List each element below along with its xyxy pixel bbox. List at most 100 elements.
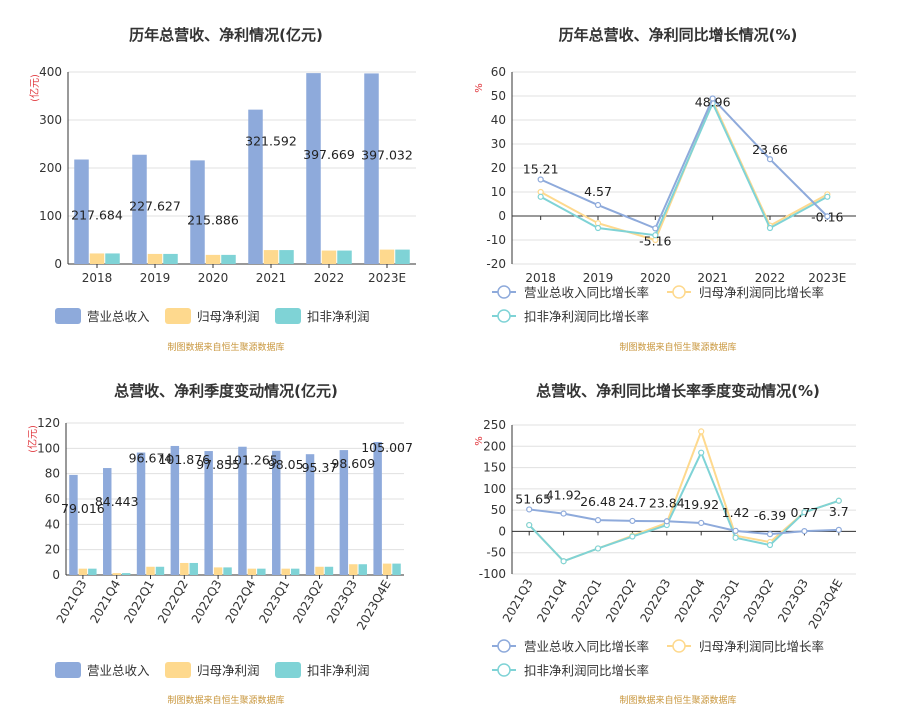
point-扣非净利润同比增长率 xyxy=(526,521,533,529)
point-扣非净利润同比增长率 xyxy=(732,534,739,541)
bar-扣非净利润 xyxy=(279,250,294,264)
bar-营业总收入 xyxy=(305,454,315,575)
point-营业总收入同比增长率 xyxy=(537,176,544,183)
x-tick-label: 2022Q4 xyxy=(223,578,259,626)
bar-扣非净利润 xyxy=(324,566,334,575)
legend-marker xyxy=(672,285,686,299)
x-tick-label: 2023Q1 xyxy=(256,578,292,626)
y-tick-label: 150 xyxy=(483,461,506,475)
legend-label: 营业总收入 xyxy=(87,309,150,324)
bar-归母净利润 xyxy=(180,562,189,575)
annual-revenue-profit-panel: 历年总营收、净利情况(亿元) 0 100 200 300 400 (亿元) 2018 2019… xyxy=(0,0,452,360)
data-label: 97.855 xyxy=(196,457,240,472)
bar-归母净利润 xyxy=(263,250,279,264)
bar-营业总收入 xyxy=(190,160,205,264)
line-扣非净利润同比增长率 xyxy=(540,100,828,237)
unit-label: (亿元) xyxy=(28,74,41,102)
y-tick-label: 50 xyxy=(491,503,506,517)
y-tick-label: -10 xyxy=(486,233,506,247)
data-label: 217.684 xyxy=(71,208,123,223)
bar-归母净利润 xyxy=(379,249,395,264)
data-label: 96.674 xyxy=(129,451,173,466)
bar-归母净利润 xyxy=(147,253,163,264)
data-label: 24.7 xyxy=(618,495,646,510)
chart-title: 历年总营收、净利情况(亿元) xyxy=(129,26,323,44)
bar-扣非净利润 xyxy=(257,568,266,575)
legend-marker xyxy=(497,663,511,677)
x-tick-label: 2022 xyxy=(314,271,345,285)
data-label: 215.886 xyxy=(187,212,239,227)
point-营业总收入同比增长率 xyxy=(560,510,567,517)
point-营业总收入同比增长率 xyxy=(801,528,808,535)
bar-扣非净利润 xyxy=(163,253,178,264)
point-扣非净利润同比增长率 xyxy=(766,541,774,549)
bar-扣非净利润 xyxy=(105,253,120,264)
point-扣非净利润同比增长率 xyxy=(698,449,705,456)
bar-扣非净利润 xyxy=(395,249,410,264)
legend-marker xyxy=(497,639,511,653)
point-营业总收入同比增长率 xyxy=(594,517,602,524)
y-tick-label: 40 xyxy=(491,113,506,127)
point-扣非净利润同比增长率 xyxy=(594,545,602,552)
data-label: 397.032 xyxy=(361,147,413,162)
data-label: 321.592 xyxy=(245,134,297,149)
y-tick-label: 100 xyxy=(39,209,62,223)
source-note: 制图数据来自恒生聚源数据库 xyxy=(619,343,737,353)
data-label: 3.7 xyxy=(829,504,849,519)
legend-label: 扣非净利润同比增长率 xyxy=(524,663,649,678)
point-营业总收入同比增长率 xyxy=(835,526,842,533)
bar-营业总收入 xyxy=(306,73,321,264)
legend-marker xyxy=(497,309,511,323)
legend-label: 归母净利润 xyxy=(197,309,260,324)
legend-swatch xyxy=(55,308,81,324)
data-label: 4.57 xyxy=(584,184,612,199)
bar-扣非净利润 xyxy=(358,564,367,575)
x-tick-label: 2022Q4 xyxy=(672,577,708,625)
y-tick-label: 0 xyxy=(498,209,506,223)
annual-growth-chart: -20 -10 0 10 20 30 40 50 60% 2018 2019 2020 2021 2022… xyxy=(474,65,856,324)
x-tick-label: 2020 xyxy=(198,271,229,285)
legend-marker xyxy=(672,639,686,653)
data-label: 101.876 xyxy=(158,452,210,467)
point-营业总收入同比增长率 xyxy=(766,531,774,538)
bar-归母净利润 xyxy=(112,573,121,575)
data-label: 41.92 xyxy=(546,488,582,503)
data-label: 23.66 xyxy=(752,142,788,157)
bar-扣非净利润 xyxy=(392,563,401,575)
legend-swatch xyxy=(165,308,191,324)
bar-归母净利润 xyxy=(315,566,324,575)
quarterly-revenue-profit-chart: 020406080100120(亿元)2021Q32021Q42022Q1202… xyxy=(26,416,413,678)
data-label: 23.84 xyxy=(649,495,685,510)
point-扣非净利润同比增长率 xyxy=(652,232,659,239)
point-扣非净利润同比增长率 xyxy=(766,224,774,232)
data-label: 51.65 xyxy=(515,491,551,506)
point-归母净利润同比增长率 xyxy=(698,428,705,435)
annual-growth-panel: 历年总营收、净利同比增长情况(%) -20 -10 0 10 20 30 40 50 60% 20… xyxy=(452,0,904,360)
bar-营业总收入 xyxy=(136,452,146,575)
y-tick-label: 80 xyxy=(45,467,60,481)
y-tick-label: 20 xyxy=(491,161,506,175)
bar-扣非净利润 xyxy=(155,566,165,575)
y-tick-label: 60 xyxy=(491,65,506,79)
x-tick-label: 2018 xyxy=(82,271,113,285)
point-营业总收入同比增长率 xyxy=(594,201,602,209)
bar-归母净利润 xyxy=(89,253,105,264)
y-tick-label: 120 xyxy=(37,416,60,430)
line-营业总收入同比增长率 xyxy=(540,96,829,230)
point-营业总收入同比增长率 xyxy=(663,518,670,525)
x-tick-label: 2023Q3 xyxy=(775,577,811,625)
bar-营业总收入 xyxy=(339,450,349,575)
data-label: 1.42 xyxy=(722,505,750,520)
bar-营业总收入 xyxy=(238,446,247,575)
x-tick-label: 2021 xyxy=(256,271,287,285)
point-营业总收入同比增长率 xyxy=(629,517,636,525)
legend-label: 归母净利润同比增长率 xyxy=(699,639,824,654)
chart-title: 总营收、净利季度变动情况(亿元) xyxy=(114,382,338,400)
quarterly-growth-chart: -100-50050100150200250%2021Q32021Q42022Q… xyxy=(474,418,856,678)
x-tick-label: 2021Q3 xyxy=(500,577,536,625)
x-tick-label: 2023Q1 xyxy=(706,577,742,625)
x-tick-label: 2021Q4 xyxy=(87,578,123,626)
bar-扣非净利润 xyxy=(290,568,300,575)
x-tick-label: 2022Q1 xyxy=(569,577,605,625)
bar-营业总收入 xyxy=(373,441,382,575)
